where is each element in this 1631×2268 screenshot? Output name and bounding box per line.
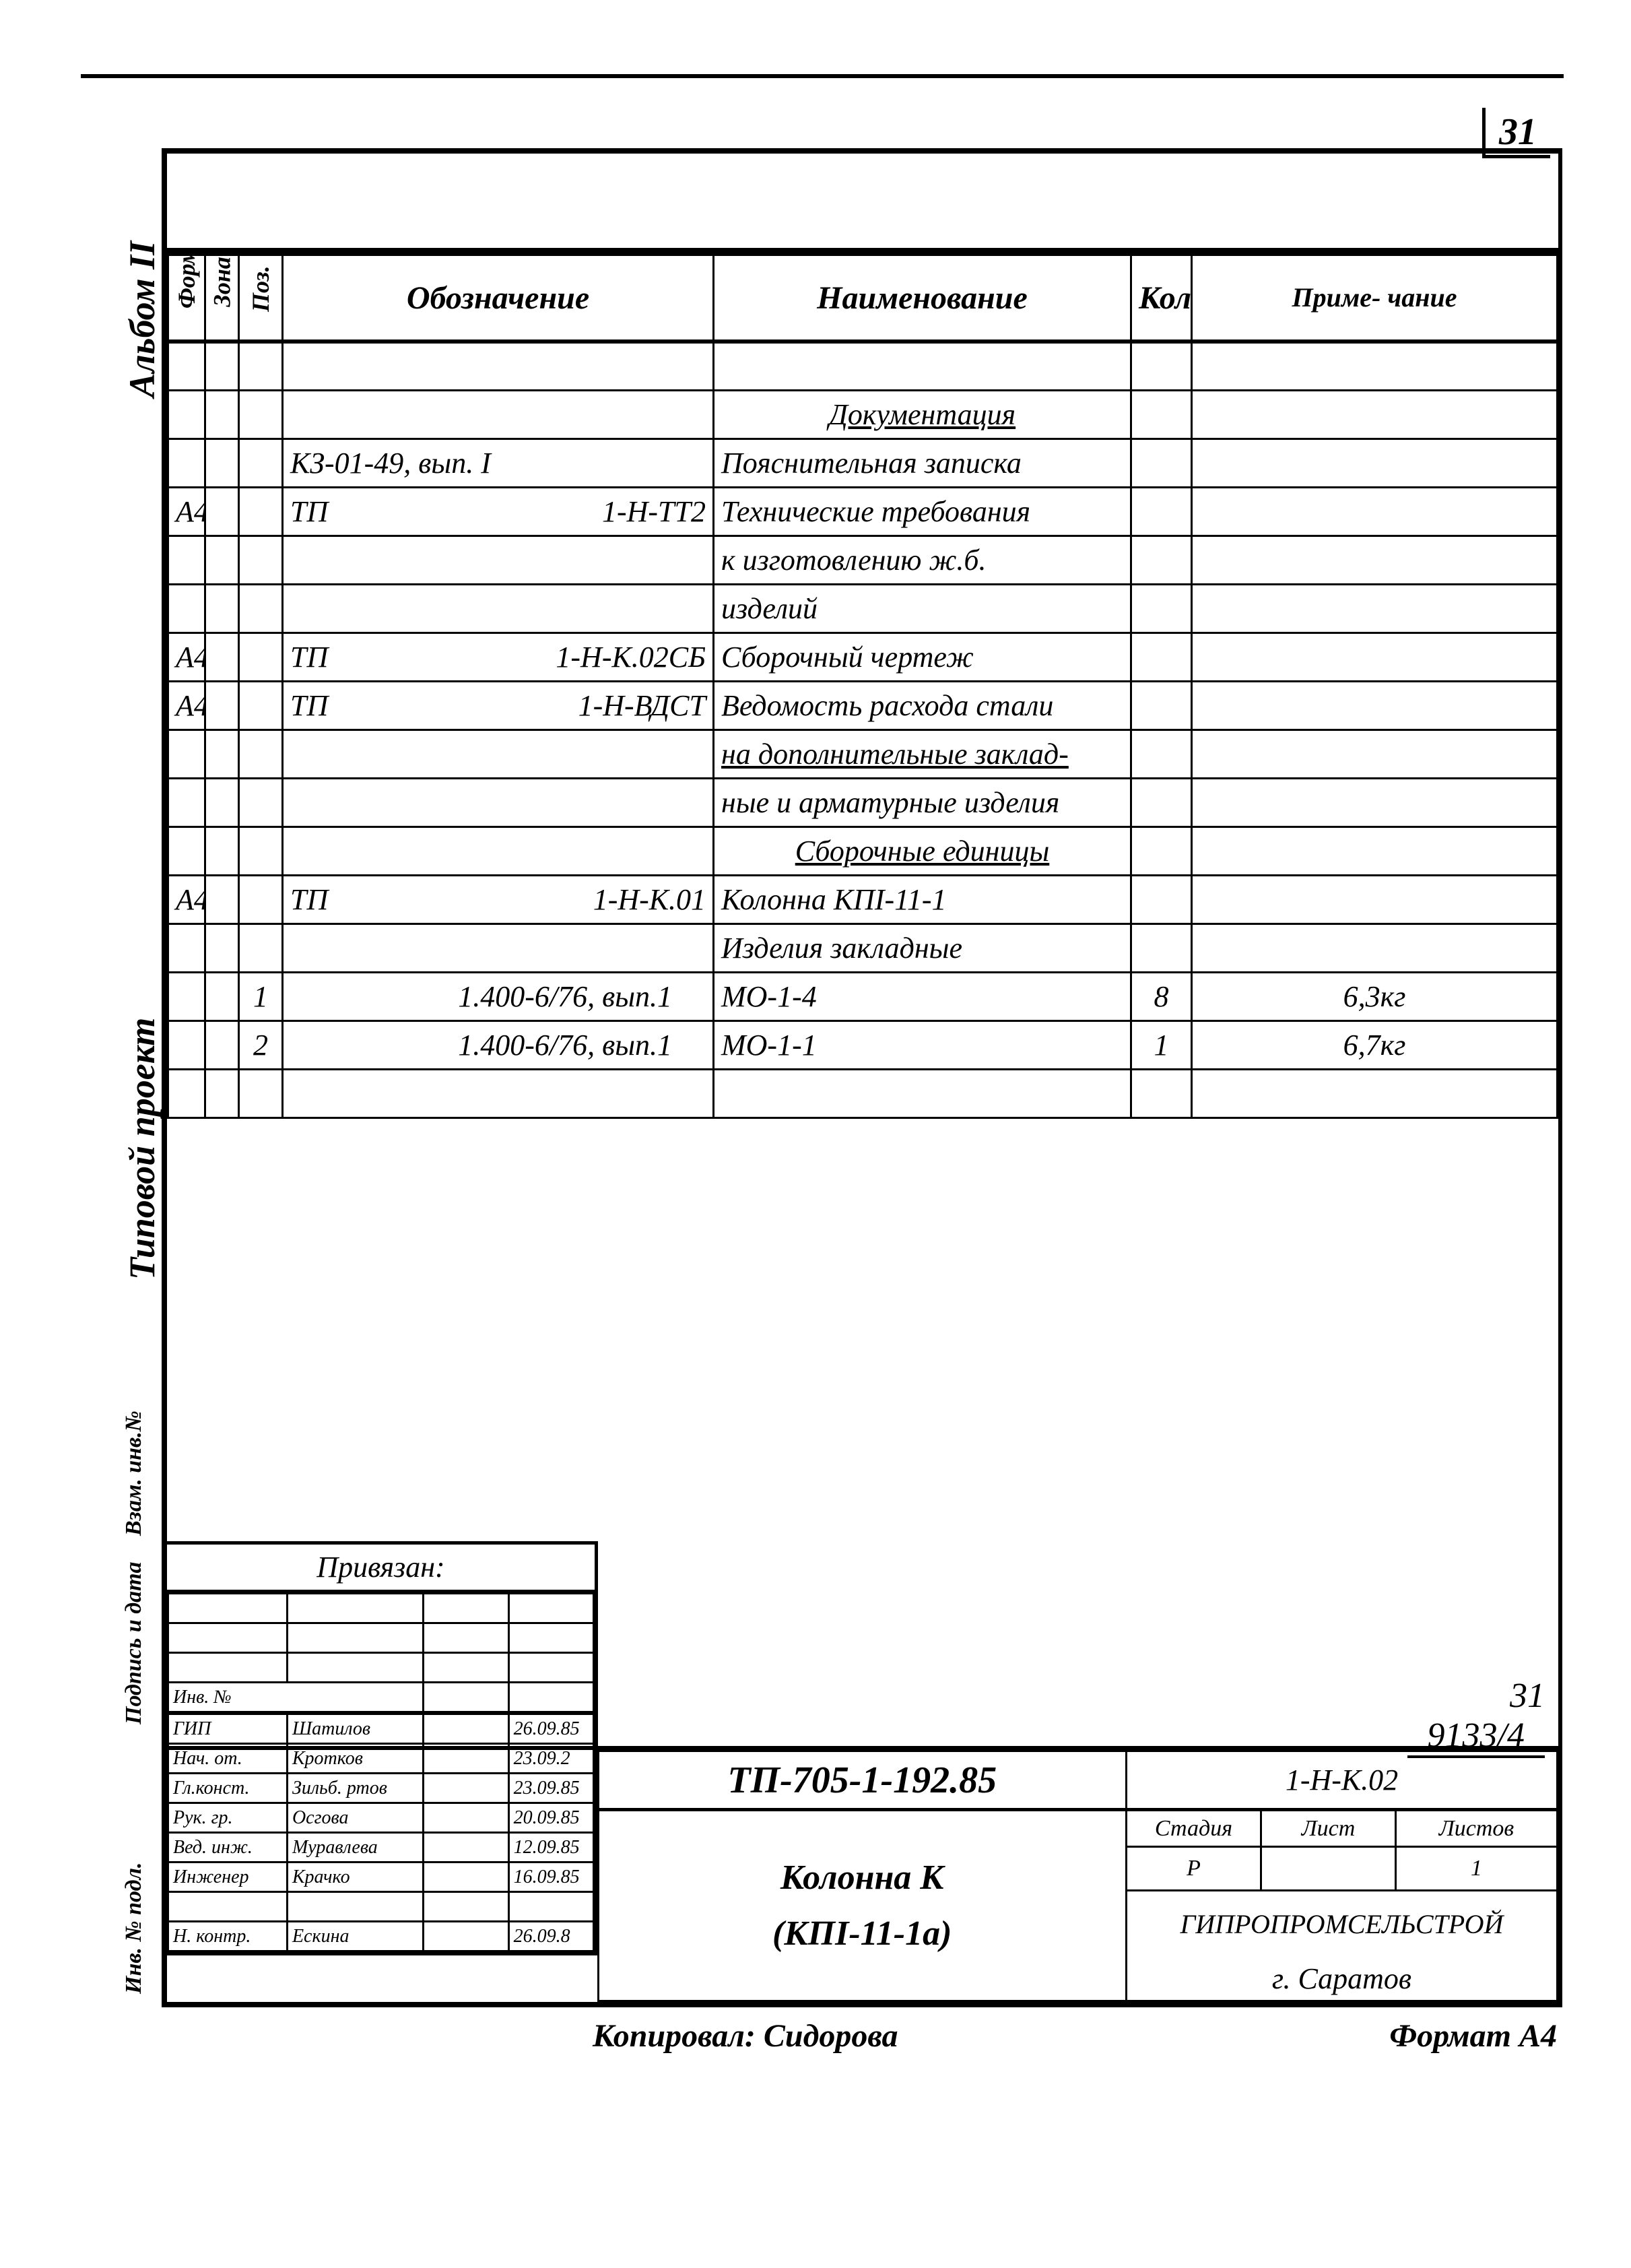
sheet-hdr: Лист [1261, 1810, 1395, 1847]
table-row: А4ТП1-Н-К.01Колонна КПI-11-1 [168, 875, 1558, 924]
hdr-name: Наименование [714, 254, 1131, 342]
side-label-sign: Подпись и дата [121, 1561, 147, 1724]
stage-hdr: Стадия [1126, 1810, 1261, 1847]
table-row [168, 342, 1558, 390]
table-row: изделий [168, 584, 1558, 633]
drawing-frame: Формат Зона Поз. Обозначение Наименовани… [162, 148, 1562, 2007]
side-label-inv: Инв. № подл. [121, 1862, 147, 1994]
sheet-code: 1-Н-К.02 [1126, 1751, 1557, 1810]
hdr-note: Приме- чание [1192, 254, 1558, 342]
table-row: к изготовлению ж.б. [168, 536, 1558, 584]
table-row: 11.400-6/76, вып.1МО-1-486,3кг [168, 972, 1558, 1020]
org-l2: г. Саратов [1126, 1957, 1557, 2001]
format-label: Формат А4 [1389, 2017, 1557, 2054]
table-row: 21.400-6/76, вып.1МО-1-116,7кг [168, 1020, 1558, 1069]
table-row: Документация [168, 390, 1558, 439]
hdr-format: Формат [168, 254, 205, 342]
title-l1: Колонна К [605, 1850, 1120, 1906]
sheets-hdr: Листов [1395, 1810, 1557, 1847]
table-row: КЗ-01-49, вып. IПояснительная записка [168, 439, 1558, 487]
top-rule [81, 74, 1564, 78]
archive-corner: 31 9133/4 [1073, 1676, 1545, 1758]
sheet [1261, 1846, 1395, 1890]
archive-page: 31 [1073, 1676, 1545, 1716]
inv-label: Инв. № [168, 1683, 424, 1712]
table-row: на дополнительные заклад- [168, 730, 1558, 778]
hdr-zone: Зона [205, 254, 239, 342]
archive-no: 9133/4 [1407, 1716, 1545, 1758]
spec-table: Формат Зона Поз. Обозначение Наименовани… [167, 248, 1558, 1119]
attach-header: Привязан: [167, 1545, 595, 1592]
table-row: ные и арматурные изделия [168, 778, 1558, 827]
table-row: А4ТП1-Н-ВДСТВедомость расхода стали [168, 681, 1558, 730]
table-row: Изделия закладные [168, 924, 1558, 972]
title-l2: (КПI-11-1а) [605, 1906, 1120, 1962]
side-label-album: Альбом II [121, 241, 163, 397]
doc-code: ТП-705-1-192.85 [598, 1751, 1126, 1810]
hdr-qty: Кол. [1131, 254, 1192, 342]
page-footer: Копировал: Сидорова Формат А4 [162, 2017, 1557, 2054]
table-row: А4ТП1-Н-К.02СБСборочный чертеж [168, 633, 1558, 681]
copied-by: Копировал: Сидорова [593, 2017, 898, 2054]
title-block: 31 9133/4 ТП-705-1-192.85 1-Н-К.02 Колон… [167, 1746, 1558, 2002]
table-row [168, 1069, 1558, 1117]
side-label-vzam: Взам. инв.№ [121, 1411, 147, 1536]
stage: Р [1126, 1846, 1261, 1890]
side-label-project: Типовой проект [121, 1018, 163, 1280]
table-row: Сборочные единицы [168, 827, 1558, 875]
hdr-pos: Поз. [239, 254, 283, 342]
signer-row: ГИПШатилов26.09.85 [168, 1714, 594, 1744]
org-l1: ГИПРОПРОМСЕЛЬСТРОЙ [1126, 1891, 1557, 1957]
sheets: 1 [1395, 1846, 1557, 1890]
table-row: А4ТП1-Н-ТТ2Технические требования [168, 487, 1558, 536]
hdr-designation: Обозначение [283, 254, 714, 342]
